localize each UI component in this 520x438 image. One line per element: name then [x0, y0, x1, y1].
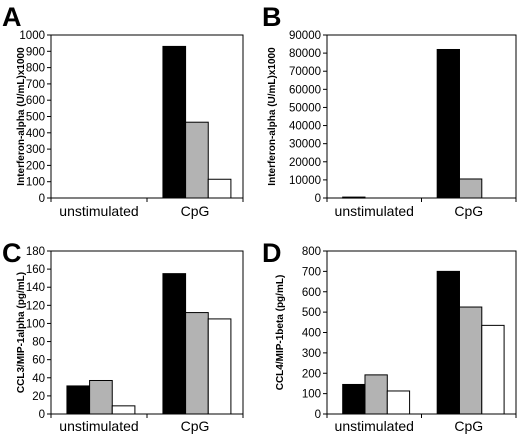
- y-tick-label: 90000: [289, 30, 321, 42]
- bar: [207, 318, 232, 415]
- y-tick-label: 20000: [289, 157, 321, 169]
- chart-panel-b: B 0 10000 20000 30000 40000 50000 60000 70000 800…: [262, 2, 517, 219]
- x-category-label: CpG: [454, 203, 483, 219]
- y-axis-label: Interferon-alpha (U/mL)x1000: [267, 47, 278, 186]
- y-tick-label: 30000: [289, 139, 321, 151]
- plot-frame: [50, 34, 244, 199]
- bar: [342, 196, 366, 199]
- panel-letter: B: [262, 2, 282, 32]
- x-category-label: CpG: [181, 418, 210, 434]
- y-tick-label: 0: [39, 409, 45, 421]
- y-tick-label: 60000: [289, 84, 321, 96]
- y-tick-label: 0: [315, 409, 321, 421]
- chart-panel-a: A 0 100 200 300 400 500 600 700 800 900 1000 Interfe…: [2, 2, 244, 219]
- y-tick-label: 160: [26, 264, 45, 276]
- y-tick-label: 400: [26, 128, 45, 140]
- y-tick-label: 900: [26, 46, 45, 58]
- x-category-label: CpG: [181, 203, 210, 219]
- y-axis-label: CCL3/MIP-1alpha (pg/mL): [16, 272, 27, 393]
- y-tick-label: 0: [39, 193, 45, 205]
- bar: [481, 324, 505, 415]
- y-tick-label: 70000: [289, 66, 321, 78]
- bar: [436, 270, 460, 415]
- y-tick-label: 500: [302, 307, 321, 319]
- bar: [162, 273, 187, 415]
- y-tick-label: 400: [302, 328, 321, 340]
- bar: [162, 45, 187, 199]
- bar: [364, 374, 388, 415]
- bar: [185, 121, 209, 199]
- y-tick-label: 80: [32, 337, 45, 349]
- y-tick-label: 20: [32, 391, 45, 403]
- x-category-label: unstimulated: [335, 203, 414, 219]
- panel-letter: C: [2, 238, 22, 268]
- y-tick-label: 10000: [289, 175, 321, 187]
- y-tick-label: 300: [26, 144, 45, 156]
- chart-panel-c: C 0 20 40 60 80 100 120 140 160 180 CCL3/MIP-1alpha…: [2, 238, 244, 434]
- bar: [185, 312, 209, 415]
- y-tick-label: 600: [302, 287, 321, 299]
- bar: [386, 390, 411, 415]
- y-tick-label: 700: [302, 266, 321, 278]
- y-tick-label: 800: [26, 63, 45, 75]
- y-tick-label: 100: [26, 318, 45, 330]
- bar: [111, 405, 136, 415]
- y-tick-label: 100: [26, 177, 45, 189]
- bar: [458, 178, 483, 199]
- plot-frame: [326, 34, 517, 199]
- y-tick-label: 0: [315, 193, 321, 205]
- y-tick-label: 60: [32, 355, 45, 367]
- y-axis-label: CCL4/MIP-1beta (pg/mL): [275, 275, 286, 391]
- y-tick-label: 800: [302, 246, 321, 258]
- x-category-label: unstimulated: [335, 418, 414, 434]
- panel-letter: A: [2, 2, 22, 32]
- y-tick-label: 700: [26, 79, 45, 91]
- y-tick-label: 40: [32, 373, 45, 385]
- bar: [66, 385, 91, 415]
- y-tick-label: 500: [26, 112, 45, 124]
- bar: [342, 383, 366, 415]
- y-axis-label: Interferon-alpha (U/mL)x1000: [16, 47, 27, 186]
- y-tick-label: 200: [302, 368, 321, 380]
- y-tick-label: 200: [26, 160, 45, 172]
- y-tick-label: 1000: [19, 30, 45, 42]
- x-category-label: unstimulated: [59, 203, 138, 219]
- y-tick-label: 180: [26, 246, 45, 258]
- bar: [89, 379, 113, 415]
- x-category-label: unstimulated: [59, 418, 138, 434]
- y-tick-label: 120: [26, 300, 45, 312]
- y-tick-label: 140: [26, 282, 45, 294]
- chart-panel-d: D 0 100 200 300 400 500 600 700 800 CCL4/MIP-1beta…: [262, 238, 517, 434]
- y-tick-label: 100: [302, 389, 321, 401]
- bar: [436, 48, 460, 199]
- bar: [207, 178, 232, 199]
- y-tick-label: 80000: [289, 48, 321, 60]
- panel-letter: D: [262, 238, 282, 268]
- y-tick-label: 300: [302, 348, 321, 360]
- y-tick-label: 50000: [289, 102, 321, 114]
- y-tick-label: 40000: [289, 121, 321, 133]
- x-category-label: CpG: [454, 418, 483, 434]
- bar: [458, 306, 483, 415]
- y-tick-label: 600: [26, 95, 45, 107]
